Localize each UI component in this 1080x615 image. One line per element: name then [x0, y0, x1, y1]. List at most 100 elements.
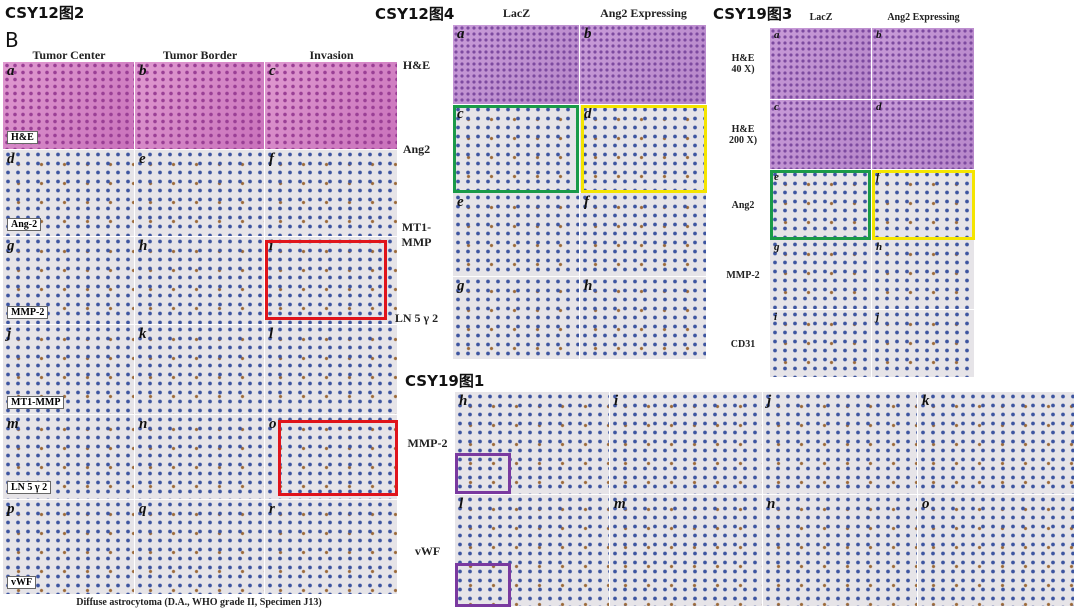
row-label: LN 5 γ 2 — [7, 481, 52, 494]
image-panel: j — [763, 392, 917, 494]
image-panel: f — [580, 193, 706, 276]
image-panel: i — [770, 310, 871, 377]
column-header: Ang2 Expressing — [600, 6, 687, 20]
row-label: Ang-2 — [7, 218, 42, 231]
panel-letter: n — [139, 416, 148, 432]
panel-letter: f — [584, 194, 589, 210]
highlight-box — [453, 105, 579, 193]
highlight-box — [770, 170, 871, 240]
panel-letter: a — [457, 26, 465, 42]
row-label: H&E — [402, 57, 431, 72]
image-panel: h — [872, 240, 974, 309]
image-panel: d — [580, 105, 706, 192]
figure-title: CSY19图1 — [405, 372, 485, 390]
panel-letter: g — [457, 278, 465, 294]
panel-letter: q — [139, 501, 147, 517]
image-panel: i — [610, 392, 762, 494]
panel-letter: p — [7, 501, 15, 517]
panel-letter: j — [767, 393, 772, 409]
panel-letter: c — [774, 101, 779, 113]
highlight-box — [581, 105, 707, 193]
column-header: Tumor Center — [32, 48, 106, 62]
panel-letter: o — [269, 416, 277, 432]
row-label: Ang2 — [402, 141, 431, 156]
image-panel: g — [453, 277, 579, 359]
image-panel: b — [580, 25, 706, 104]
row-label: MMP-2 — [726, 269, 760, 281]
panel-letter: j — [7, 326, 12, 342]
panel-letter: i — [269, 238, 274, 254]
panel-letter: j — [876, 311, 880, 323]
panel-letter: e — [457, 194, 464, 210]
panel-letter: k — [139, 326, 147, 342]
image-panel: b — [135, 62, 264, 149]
column-header: Invasion — [309, 48, 354, 62]
row-label: vWF — [7, 576, 37, 589]
image-panel: f — [265, 150, 397, 236]
image-panel: o — [918, 495, 1074, 606]
highlight-box — [265, 240, 387, 320]
image-panel: m — [610, 495, 762, 606]
image-panel: c — [265, 62, 397, 149]
panel-letter: i — [614, 393, 619, 409]
image-panel: c — [453, 105, 579, 192]
row-label: H&E 40 X) — [731, 53, 755, 75]
panel-letter: l — [459, 496, 464, 512]
row-label: MMP-2 — [407, 436, 448, 450]
panel-letter: r — [269, 501, 275, 517]
image-panel: l — [455, 495, 609, 606]
image-panel: h — [455, 392, 609, 494]
row-label: MT1- MMP — [401, 220, 432, 249]
image-panel: c — [770, 100, 871, 169]
caption: Diffuse astrocytoma (D.A., WHO grade II,… — [76, 597, 322, 608]
image-panel: q — [135, 500, 264, 594]
row-label: CD31 — [730, 338, 756, 350]
figure-label: B — [5, 28, 19, 52]
panel-letter: l — [269, 326, 274, 342]
panel-letter: b — [139, 63, 147, 79]
image-panel: n — [135, 415, 264, 499]
panel-letter: n — [767, 496, 776, 512]
image-panel: n — [763, 495, 917, 606]
row-label: H&E 200 X) — [728, 124, 758, 146]
row-label: MT1-MMP — [7, 396, 65, 409]
panel-letter: c — [269, 63, 276, 79]
image-panel: j — [872, 310, 974, 377]
panel-letter: d — [876, 101, 882, 113]
figure-title: CSY12图2 — [5, 4, 85, 22]
image-panel: r — [265, 500, 397, 594]
image-panel: e — [135, 150, 264, 236]
highlight-box — [455, 563, 511, 607]
row-label: H&E — [7, 131, 38, 144]
panel-letter: a — [774, 29, 780, 41]
panel-letter: d — [7, 151, 15, 167]
column-header: Tumor Border — [162, 48, 238, 62]
panel-letter: e — [139, 151, 146, 167]
panel-letter: h — [584, 278, 593, 294]
panel-letter: h — [459, 393, 468, 409]
image-panel: b — [872, 28, 974, 99]
image-panel: i — [265, 237, 397, 324]
image-panel: h — [580, 277, 706, 359]
panel-letter: b — [584, 26, 592, 42]
panel-letter: d — [584, 106, 592, 122]
panel-letter: c — [457, 106, 464, 122]
panel-letter: k — [922, 393, 930, 409]
image-panel: h — [135, 237, 264, 324]
image-panel: a — [453, 25, 579, 104]
panel-letter: o — [922, 496, 930, 512]
panel-letter: a — [7, 63, 15, 79]
panel-letter: b — [876, 29, 882, 41]
panel-letter: m — [7, 416, 19, 432]
image-panel: e — [770, 170, 871, 239]
panel-letter: f — [269, 151, 274, 167]
image-panel: k — [918, 392, 1074, 494]
row-label: vWF — [414, 543, 441, 558]
figure-title: CSY12图4 — [375, 5, 455, 23]
image-panel: g — [770, 240, 871, 309]
panel-letter: g — [7, 238, 15, 254]
row-label: Ang2 — [731, 199, 755, 211]
highlight-box — [455, 453, 511, 494]
image-panel: o — [265, 415, 397, 499]
